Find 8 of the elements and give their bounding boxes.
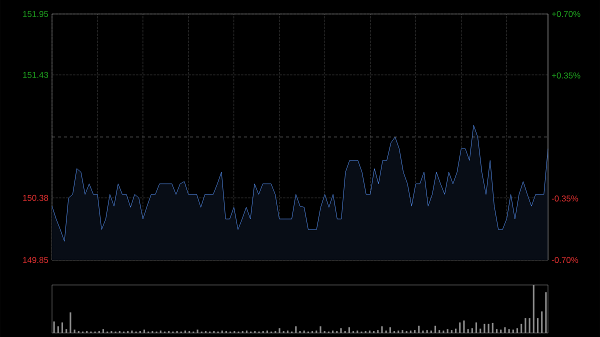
- y2-tick-label: +0.35%: [552, 72, 580, 78]
- y-tick-label: 150.38: [23, 194, 48, 201]
- y-tick-label: 151.95: [23, 10, 48, 17]
- y2-tick-label: -0.35%: [552, 195, 578, 202]
- y-tick-label: 151.43: [23, 72, 48, 78]
- y2-tick-label: +0.70%: [552, 10, 580, 17]
- y-tick-label: 149.85: [23, 256, 48, 263]
- y2-tick-label: -0.70%: [552, 256, 578, 263]
